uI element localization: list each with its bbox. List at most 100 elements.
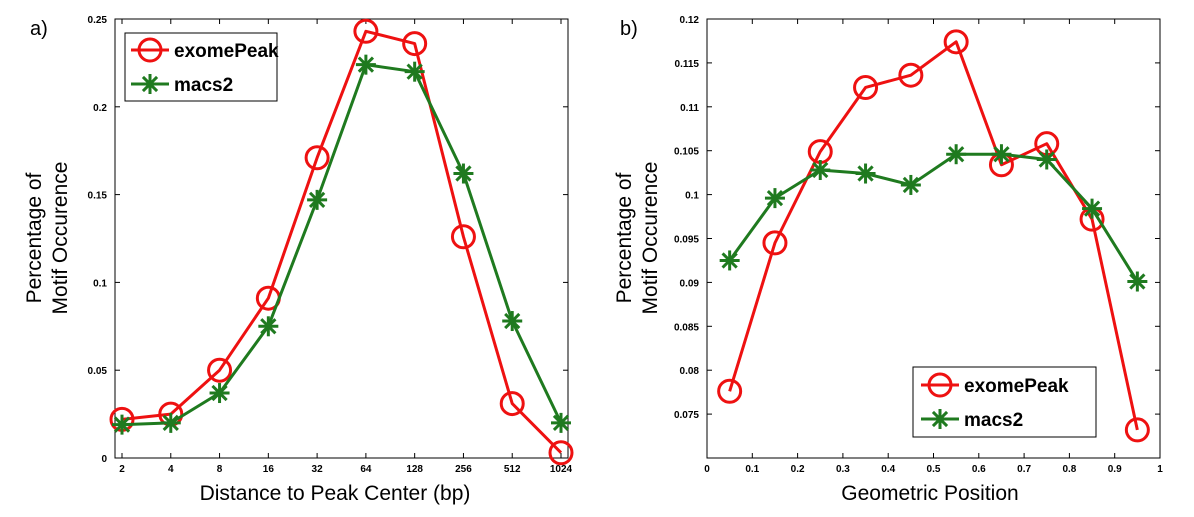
panel-a-xtick-label: 512	[504, 464, 521, 475]
panel-b-legend-label-exomepeak: exomePeak	[964, 376, 1069, 397]
panel-b-ytick-label: 0.105	[674, 147, 699, 158]
panel-a-series-line-macs2	[121, 63, 563, 427]
panel-a-ytick-label: 0.1	[93, 278, 107, 289]
panel-b-ytick-label: 0.085	[674, 322, 699, 333]
panel-a-point-macs2	[209, 383, 230, 404]
panel-a-label: a)	[30, 18, 48, 40]
panel-b-ylabel-line2: Motif Occurence	[639, 162, 662, 315]
panel-a-series-line-exomepeak	[121, 29, 563, 454]
panel-b-series-line-exomepeak	[728, 40, 1139, 431]
panel-b-xtick-label: 0.2	[791, 464, 805, 475]
panel-b-ylabel-line1: Percentage of	[613, 172, 636, 303]
panel-b-ytick-label: 0.1	[685, 191, 699, 202]
panel-a-point-macs2	[307, 189, 328, 210]
panel-a-ylabel-line2: Motif Occurence	[49, 162, 72, 315]
panel-b-point-macs2	[900, 174, 921, 195]
panel-b-legend-label-macs2: macs2	[964, 410, 1023, 431]
panel-a-legend-label-macs2: macs2	[174, 75, 233, 96]
panel-b-xtick-label: 0.3	[836, 464, 850, 475]
panel-a-point-exomepeak	[499, 391, 525, 417]
panel-b-point-macs2	[991, 144, 1012, 165]
panel-b-xtick-label: 0.7	[1017, 464, 1031, 475]
panel-b-point-macs2	[1127, 271, 1148, 292]
panel-b-point-exomepeak	[853, 74, 879, 100]
panel-a-point-exomepeak	[402, 31, 428, 57]
panel-a-distance-chart: a) Percentage of Motif Occurence Distanc…	[23, 15, 574, 505]
panel-b-xtick-label: 0.4	[881, 464, 895, 475]
panel-a-point-macs2	[258, 316, 279, 337]
panel-a-plot-frame	[114, 18, 569, 459]
panel-a-xtick-label: 32	[312, 464, 324, 475]
panel-a-ylabel-line1: Percentage of	[23, 172, 46, 303]
panel-b-point-macs2	[1036, 149, 1057, 170]
panel-b-legend-asterisk-glyph	[930, 409, 950, 429]
panel-a-ytick-label: 0.2	[93, 103, 107, 114]
panel-a-point-macs2	[160, 412, 181, 433]
panel-a-point-macs2	[453, 163, 474, 184]
panel-a-point-exomepeak	[304, 145, 330, 171]
panel-b-point-exomepeak	[762, 230, 788, 256]
panel-a-xtick-label: 2	[119, 464, 125, 475]
panel-b-series-line-macs2	[728, 152, 1139, 283]
panel-a-xtick-label: 128	[406, 464, 423, 475]
panel-b-ytick-label: 0.075	[674, 410, 699, 421]
panel-b-point-macs2	[810, 160, 831, 181]
panel-b-xlabel: Geometric Position	[841, 482, 1018, 505]
panel-b-legend: exomePeak macs2	[912, 366, 1097, 438]
panel-a-legend-asterisk-glyph	[140, 74, 160, 94]
panel-a-point-exomepeak	[207, 357, 233, 383]
panel-b-ytick-label: 0.08	[680, 366, 700, 377]
panel-a-point-macs2	[551, 412, 571, 433]
panel-a-legend-marker-macs2	[140, 74, 160, 94]
panel-b-xtick-label: 0.8	[1062, 464, 1076, 475]
panel-a-xlabel: Distance to Peak Center (bp)	[200, 482, 471, 505]
panel-b-xtick-label: 0.5	[927, 464, 941, 475]
panel-b-xtick-label: 0.9	[1108, 464, 1122, 475]
panel-b-point-exomepeak	[943, 29, 969, 55]
panel-b-ytick-label: 0.095	[674, 235, 699, 246]
panel-a-legend-box	[124, 32, 278, 102]
panel-a-xtick-label: 256	[455, 464, 472, 475]
panel-a-point-exomepeak	[353, 18, 379, 44]
panel-a-ytick-label: 0.05	[88, 366, 108, 377]
panel-b-geometric-chart: b) Percentage of Motif Occurence Geometr…	[613, 15, 1163, 505]
panel-a-xtick-label: 8	[217, 464, 223, 475]
panel-b-xtick-label: 0.1	[745, 464, 759, 475]
panel-b-point-macs2	[855, 163, 876, 184]
panel-a-ytick-label: 0.15	[88, 191, 108, 202]
panel-b-xtick-label: 0.6	[972, 464, 986, 475]
panel-a-point-macs2	[404, 61, 425, 82]
panel-b-point-macs2	[719, 250, 740, 271]
panel-b-label: b)	[620, 18, 638, 40]
panel-a-point-exomepeak	[450, 224, 476, 250]
panel-b-point-exomepeak	[1124, 417, 1150, 443]
panel-a-point-exomepeak	[548, 440, 574, 466]
panel-a-xtick-label: 1024	[550, 464, 573, 475]
panel-a-point-macs2	[112, 414, 132, 435]
panel-a-xtick-label: 16	[263, 464, 275, 475]
panel-b-legend-marker-exomepeak	[927, 372, 953, 398]
panel-a-point-macs2	[502, 311, 523, 332]
panel-a-legend: exomePeak macs2	[124, 32, 279, 102]
panel-a-point-macs2	[355, 54, 376, 75]
panel-b-point-exomepeak	[898, 62, 924, 88]
panel-b-point-macs2	[1082, 198, 1103, 219]
panel-b-point-exomepeak	[717, 378, 743, 404]
panel-a-legend-marker-exomepeak	[137, 37, 163, 63]
panel-b-ytick-label: 0.09	[680, 278, 700, 289]
panel-a-ytick-label: 0.25	[88, 15, 108, 26]
panel-b-legend-box	[912, 366, 1097, 438]
panel-b-point-macs2	[764, 188, 785, 209]
panel-a-xtick-label: 4	[168, 464, 174, 475]
panel-a-xtick-label: 64	[360, 464, 372, 475]
panel-b-point-macs2	[946, 144, 967, 165]
panel-b-xtick-label: 0	[704, 464, 710, 475]
panel-b-legend-marker-macs2	[930, 409, 950, 429]
panel-b-ytick-label: 0.12	[680, 15, 700, 26]
panel-a-ytick-label: 0	[101, 454, 107, 465]
panel-b-xtick-label: 1	[1157, 464, 1163, 475]
panel-b-ytick-label: 0.11	[680, 103, 699, 114]
panel-b-ytick-label: 0.115	[675, 59, 700, 70]
panel-a-legend-label-exomepeak: exomePeak	[174, 41, 279, 62]
